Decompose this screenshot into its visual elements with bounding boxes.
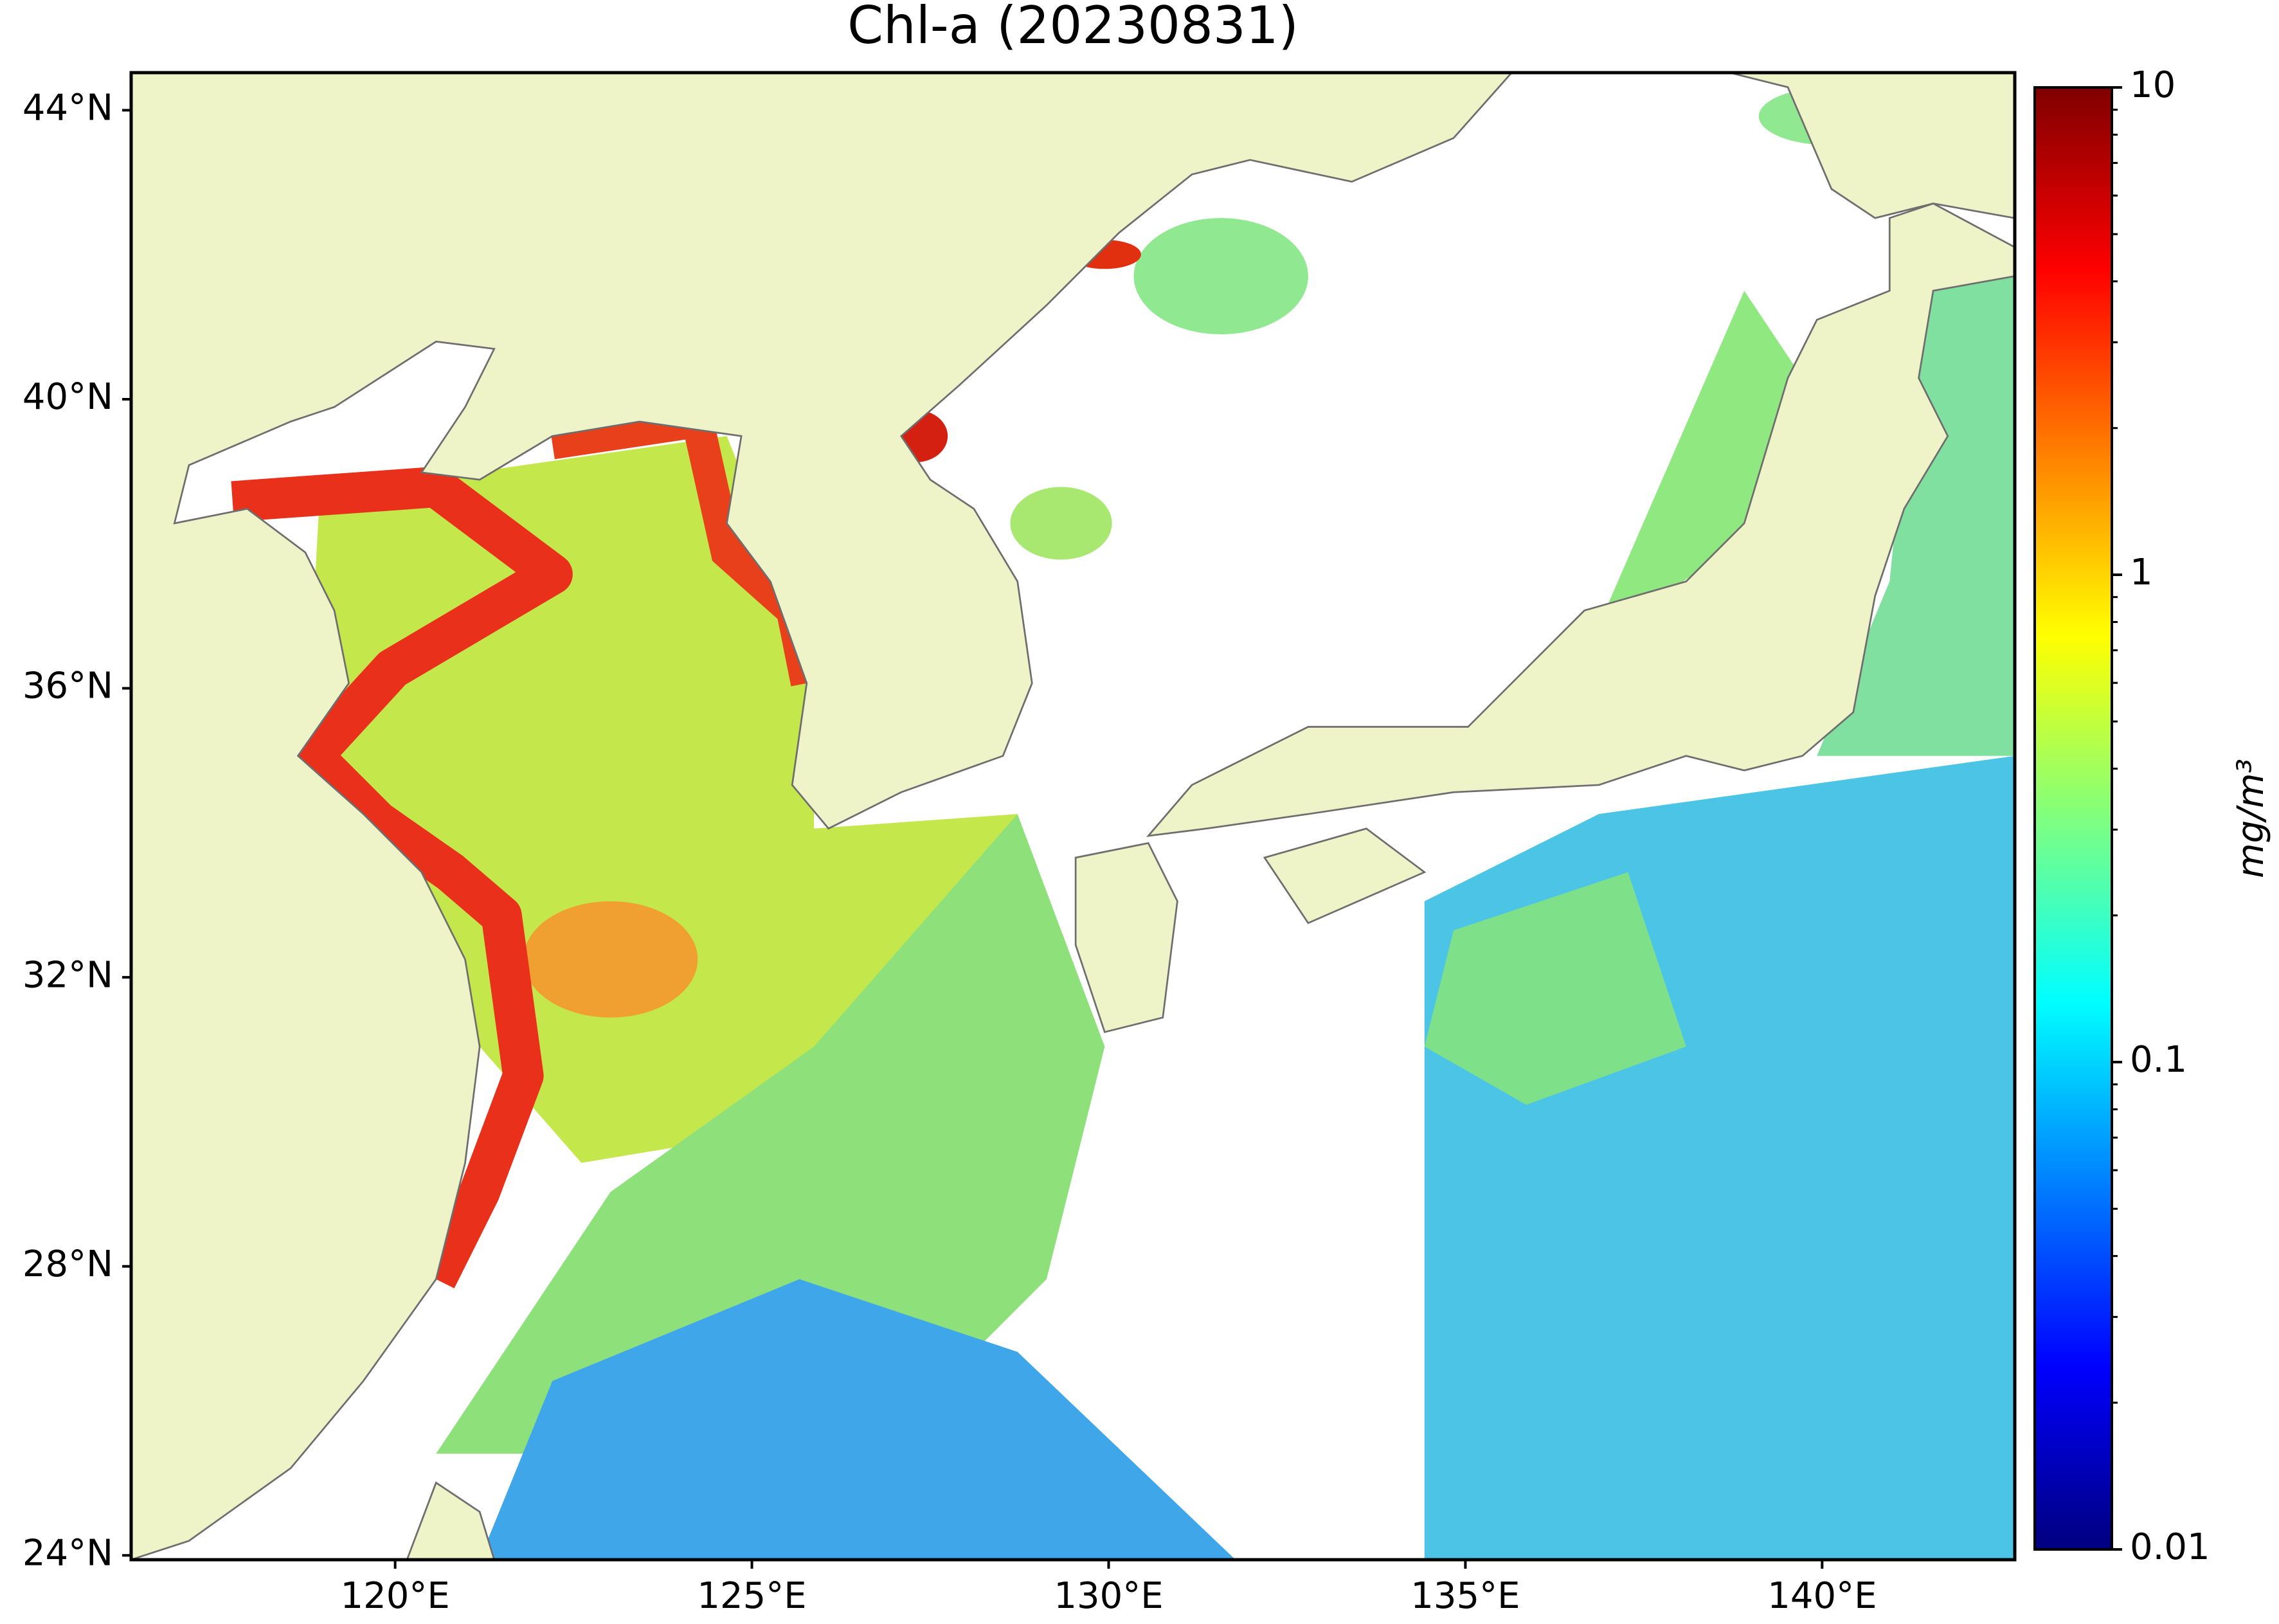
x-tick-label: 120°E [341, 1575, 450, 1617]
field-patch [1010, 487, 1112, 560]
field-patch [1133, 218, 1308, 335]
x-tick-label: 140°E [1767, 1575, 1877, 1617]
land-mainland [131, 73, 1513, 1560]
land-honshu [1146, 203, 2015, 837]
field-japan-sea [1599, 291, 1803, 626]
y-tick-label: 28°N [23, 1243, 113, 1285]
field-japan-pacific [1817, 276, 2015, 756]
colorbar-tick-label: 10 [2130, 64, 2175, 106]
map [131, 73, 2015, 1560]
land-taiwan [406, 1481, 496, 1560]
land-shikoku [1263, 827, 1427, 925]
x-tick-label: 130°E [1054, 1575, 1163, 1617]
colorbar-tick-label: 0.1 [2130, 1039, 2187, 1081]
plot-frame [129, 71, 2017, 1562]
field-orange [523, 901, 698, 1018]
colorbar-tick-label: 1 [2130, 552, 2153, 593]
field-east-green [1424, 872, 1686, 1105]
y-tick-label: 32°N [23, 954, 113, 996]
land-kyushu [1074, 842, 1178, 1033]
land [131, 73, 2015, 1560]
y-tick-label: 36°N [23, 665, 113, 707]
y-tick-label: 44°N [23, 87, 113, 129]
field-red-coast [231, 466, 573, 1288]
field-green [436, 814, 1105, 1454]
colorbar-label: mg/m³ [2230, 759, 2272, 878]
chart-title: Chl-a (20230831) [847, 0, 1299, 55]
y-tick-label: 24°N [23, 1532, 113, 1574]
field-east [1424, 755, 2015, 1560]
x-tick-label: 125°E [697, 1575, 806, 1617]
field-blue [480, 1279, 1236, 1560]
x-tick-label: 135°E [1410, 1575, 1520, 1617]
y-tick-label: 40°N [23, 376, 113, 418]
chlorophyll-field [231, 87, 2015, 1560]
colorbar-tick-label: 0.01 [2130, 1526, 2210, 1568]
colorbar [2033, 86, 2113, 1551]
